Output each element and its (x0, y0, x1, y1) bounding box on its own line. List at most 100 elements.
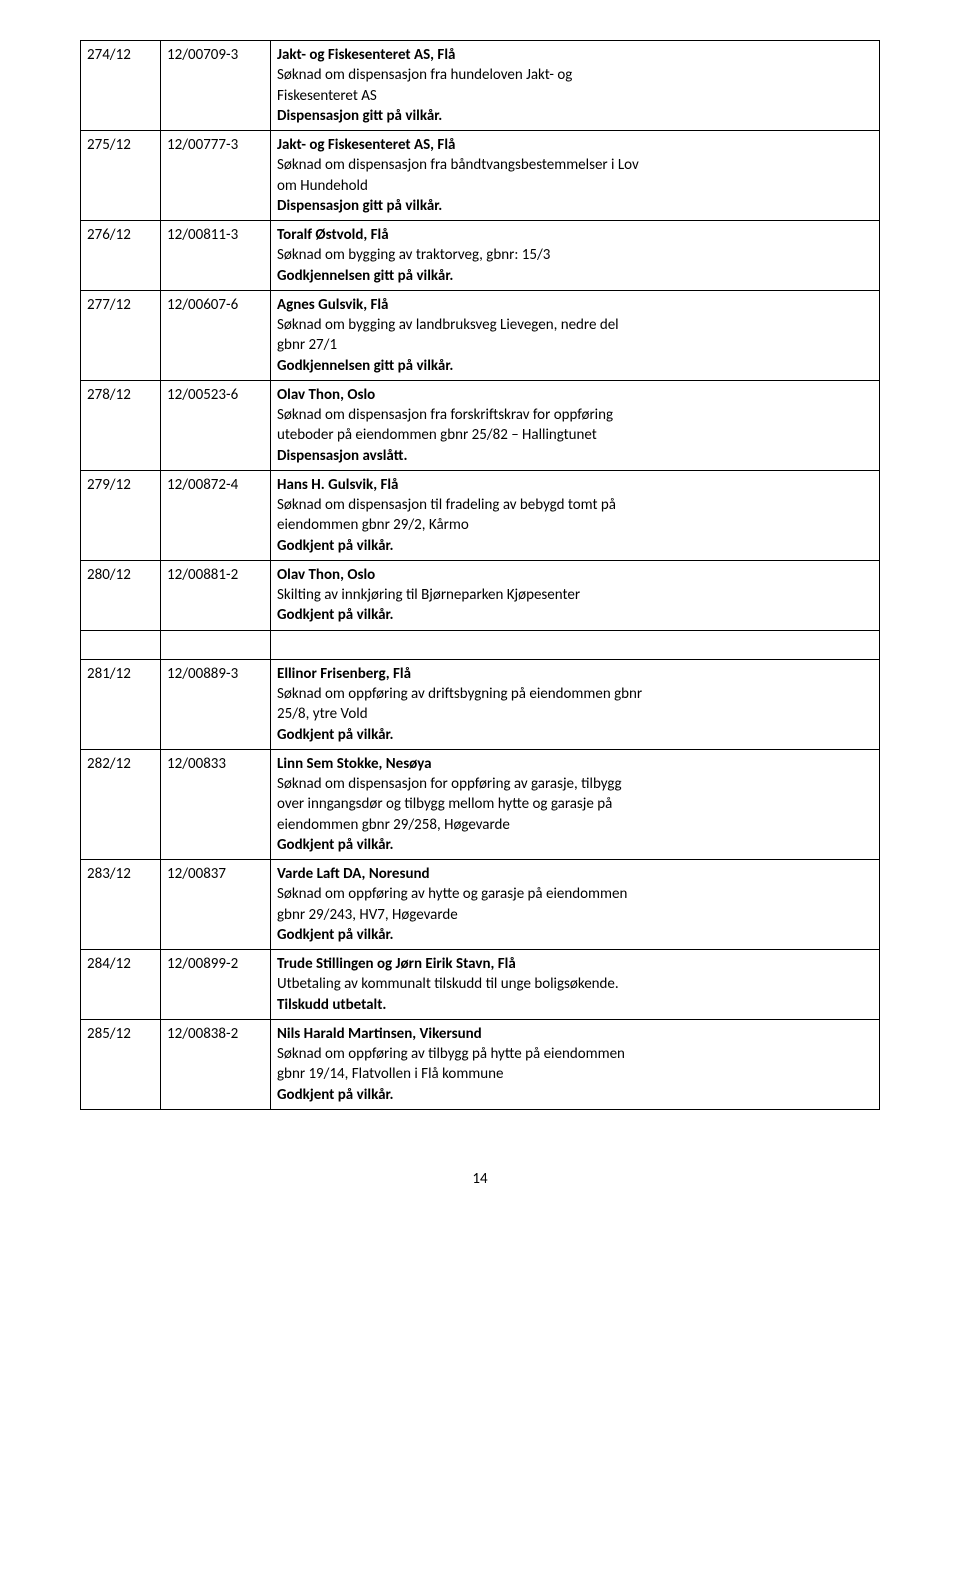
entry-line: gbnr 27/1 (277, 335, 873, 355)
entry-line: Skilting av innkjøring til Bjørneparken … (277, 585, 873, 605)
case-cell: 12/00523-6 (161, 380, 271, 470)
entry-result: Godkjennelsen gitt på vilkår. (277, 266, 873, 286)
entry-title: Varde Laft DA, Noresund (277, 864, 873, 884)
entry-line: Søknad om dispensasjon til fradeling av … (277, 495, 873, 515)
entry-line: om Hundehold (277, 176, 873, 196)
case-cell: 12/00833 (161, 749, 271, 859)
content-cell: Trude Stillingen og Jørn Eirik Stavn, Fl… (271, 950, 880, 1020)
ref-cell: 281/12 (81, 659, 161, 749)
content-cell: Olav Thon, OsloSkilting av innkjøring ti… (271, 560, 880, 630)
content-cell: Linn Sem Stokke, NesøyaSøknad om dispens… (271, 749, 880, 859)
table-row: 280/1212/00881-2Olav Thon, OsloSkilting … (81, 560, 880, 630)
content-cell: Ellinor Frisenberg, FlåSøknad om oppføri… (271, 659, 880, 749)
entry-title: Nils Harald Martinsen, Vikersund (277, 1024, 873, 1044)
ref-cell: 280/12 (81, 560, 161, 630)
entry-result: Dispensasjon gitt på vilkår. (277, 196, 873, 216)
table-row: 277/1212/00607-6Agnes Gulsvik, FlåSøknad… (81, 290, 880, 380)
ref-cell: 277/12 (81, 290, 161, 380)
case-cell: 12/00837 (161, 860, 271, 950)
entry-result: Godkjent på vilkår. (277, 925, 873, 945)
ref-cell: 278/12 (81, 380, 161, 470)
entry-title: Agnes Gulsvik, Flå (277, 295, 873, 315)
table-row: 274/1212/00709-3Jakt- og Fiskesenteret A… (81, 41, 880, 131)
content-cell: Olav Thon, OsloSøknad om dispensasjon fr… (271, 380, 880, 470)
entry-title: Hans H. Gulsvik, Flå (277, 475, 873, 495)
ref-cell: 284/12 (81, 950, 161, 1020)
case-cell: 12/00881-2 (161, 560, 271, 630)
ref-cell: 282/12 (81, 749, 161, 859)
entry-line: 25/8, ytre Vold (277, 704, 873, 724)
entry-title: Trude Stillingen og Jørn Eirik Stavn, Fl… (277, 954, 873, 974)
case-cell: 12/00899-2 (161, 950, 271, 1020)
table-cell-empty (161, 630, 271, 659)
entry-line: eiendommen gbnr 29/2, Kårmo (277, 515, 873, 535)
entry-title: Olav Thon, Oslo (277, 385, 873, 405)
content-cell: Jakt- og Fiskesenteret AS, FlåSøknad om … (271, 131, 880, 221)
table-row: 285/1212/00838-2Nils Harald Martinsen, V… (81, 1019, 880, 1109)
entry-result: Godkjent på vilkår. (277, 536, 873, 556)
table-row: 276/1212/00811-3Toralf Østvold, FlåSøkna… (81, 221, 880, 291)
entry-line: Søknad om oppføring av tilbygg på hytte … (277, 1044, 873, 1064)
entry-title: Jakt- og Fiskesenteret AS, Flå (277, 135, 873, 155)
entry-result: Dispensasjon gitt på vilkår. (277, 106, 873, 126)
entry-result: Godkjent på vilkår. (277, 605, 873, 625)
entry-line: uteboder på eiendommen gbnr 25/82 – Hall… (277, 425, 873, 445)
table-row: 279/1212/00872-4Hans H. Gulsvik, FlåSøkn… (81, 470, 880, 560)
entry-title: Olav Thon, Oslo (277, 565, 873, 585)
entry-result: Dispensasjon avslått. (277, 446, 873, 466)
content-cell: Nils Harald Martinsen, VikersundSøknad o… (271, 1019, 880, 1109)
ref-cell: 285/12 (81, 1019, 161, 1109)
ref-cell: 274/12 (81, 41, 161, 131)
page-number: 14 (80, 1170, 880, 1188)
entry-line: Søknad om oppføring av hytte og garasje … (277, 884, 873, 904)
table-row: 283/1212/00837Varde Laft DA, NoresundSøk… (81, 860, 880, 950)
entry-result: Godkjent på vilkår. (277, 725, 873, 745)
entry-line: gbnr 29/243, HV7, Høgevarde (277, 905, 873, 925)
entry-line: Fiskesenteret AS (277, 86, 873, 106)
table-row: 284/1212/00899-2 Trude Stillingen og Jørn… (81, 950, 880, 1020)
case-cell: 12/00872-4 (161, 470, 271, 560)
entry-title: Linn Sem Stokke, Nesøya (277, 754, 873, 774)
entry-result: Godkjent på vilkår. (277, 835, 873, 855)
content-cell: Varde Laft DA, NoresundSøknad om oppføri… (271, 860, 880, 950)
entry-result: Tilskudd utbetalt. (277, 995, 873, 1015)
content-cell: Toralf Østvold, FlåSøknad om bygging av … (271, 221, 880, 291)
entry-line: Søknad om dispensasjon for oppføring av … (277, 774, 873, 794)
table-spacer-row (81, 630, 880, 659)
entry-title: Ellinor Frisenberg, Flå (277, 664, 873, 684)
table-row: 282/1212/00833Linn Sem Stokke, NesøyaSøk… (81, 749, 880, 859)
document-table: 274/1212/00709-3Jakt- og Fiskesenteret A… (80, 40, 880, 1110)
entry-line: Søknad om bygging av landbruksveg Lieveg… (277, 315, 873, 335)
content-cell: Hans H. Gulsvik, FlåSøknad om dispensasj… (271, 470, 880, 560)
ref-cell: 279/12 (81, 470, 161, 560)
entry-line: Søknad om dispensasjon fra forskriftskra… (277, 405, 873, 425)
entry-line: eiendommen gbnr 29/258, Høgevarde (277, 815, 873, 835)
case-cell: 12/00607-6 (161, 290, 271, 380)
table-cell-empty (81, 630, 161, 659)
table-row: 278/1212/00523-6Olav Thon, OsloSøknad om… (81, 380, 880, 470)
ref-cell: 276/12 (81, 221, 161, 291)
entry-result: Godkjent på vilkår. (277, 1085, 873, 1105)
entry-title: Jakt- og Fiskesenteret AS, Flå (277, 45, 873, 65)
entry-line: Søknad om dispensasjon fra båndtvangsbes… (277, 155, 873, 175)
content-cell: Agnes Gulsvik, FlåSøknad om bygging av l… (271, 290, 880, 380)
case-cell: 12/00811-3 (161, 221, 271, 291)
entry-line: Søknad om dispensasjon fra hundeloven Ja… (277, 65, 873, 85)
entry-line: Utbetaling av kommunalt tilskudd til ung… (277, 974, 873, 994)
case-cell: 12/00889-3 (161, 659, 271, 749)
entry-line: Søknad om oppføring av driftsbygning på … (277, 684, 873, 704)
case-cell: 12/00777-3 (161, 131, 271, 221)
table-cell-empty (271, 630, 880, 659)
entry-result: Godkjennelsen gitt på vilkår. (277, 356, 873, 376)
entry-line: gbnr 19/14, Flatvollen i Flå kommune (277, 1064, 873, 1084)
table-row: 275/1212/00777-3Jakt- og Fiskesenteret A… (81, 131, 880, 221)
entry-line: Søknad om bygging av traktorveg, gbnr: 1… (277, 245, 873, 265)
content-cell: Jakt- og Fiskesenteret AS, FlåSøknad om … (271, 41, 880, 131)
case-cell: 12/00709-3 (161, 41, 271, 131)
entry-title: Toralf Østvold, Flå (277, 225, 873, 245)
table-row: 281/1212/00889-3Ellinor Frisenberg, FlåS… (81, 659, 880, 749)
ref-cell: 283/12 (81, 860, 161, 950)
ref-cell: 275/12 (81, 131, 161, 221)
case-cell: 12/00838-2 (161, 1019, 271, 1109)
entry-line: over inngangsdør og tilbygg mellom hytte… (277, 794, 873, 814)
